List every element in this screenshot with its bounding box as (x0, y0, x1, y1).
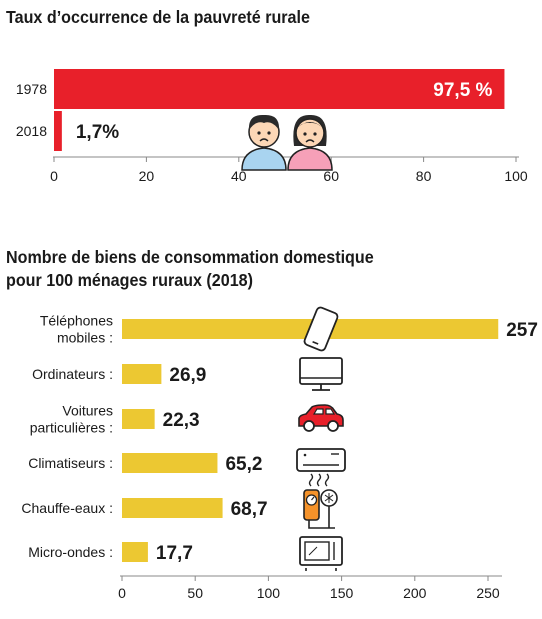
poverty-x-tick-label: 20 (139, 168, 155, 184)
chart2-title-line-2: pour 100 ménages ruraux (2018) (6, 270, 253, 290)
computer-icon (299, 357, 343, 391)
goods-bar (122, 498, 223, 518)
chart2-title-line-1: Nombre de biens de consommation domestiq… (6, 247, 374, 267)
poverty-category-label: 1978 (16, 81, 47, 97)
poverty-bar-1978 (54, 69, 505, 109)
car-icon (298, 404, 344, 432)
poverty-x-tick-label: 80 (416, 168, 432, 184)
goods-category-label: Chauffe-eaux : (21, 500, 113, 516)
goods-bar (122, 409, 155, 429)
goods-x-tick-label: 100 (257, 585, 281, 601)
goods-x-tick-label: 0 (118, 585, 126, 601)
poverty-category-label: 2018 (16, 123, 47, 139)
goods-category-label: Ordinateurs : (32, 366, 113, 382)
goods-category-label: particulières : (30, 420, 113, 436)
goods-category-label: Micro-ondes : (28, 544, 113, 560)
goods-bar (122, 453, 218, 473)
goods-x-tick-label: 50 (187, 585, 203, 601)
goods-x-tick-label: 250 (476, 585, 500, 601)
goods-category-label: Téléphones (40, 313, 113, 329)
goods-category-label: Climatiseurs : (28, 455, 113, 471)
goods-bar (122, 364, 162, 384)
goods-value-label: 65,2 (225, 454, 262, 475)
chart1-title: Taux d’occurrence de la pauvreté rurale (6, 7, 310, 27)
mobile-phone-icon (303, 306, 339, 352)
goods-value-label: 26,9 (169, 365, 206, 386)
poverty-value-label: 97,5 % (433, 80, 492, 101)
goods-x-tick-label: 150 (330, 585, 354, 601)
microwave-icon (299, 536, 343, 571)
goods-value-label: 17,7 (156, 543, 193, 564)
goods-bar (122, 542, 148, 562)
poverty-value-label: 1,7% (76, 122, 119, 143)
poverty-x-tick-label: 60 (323, 168, 339, 184)
poverty-x-tick-label: 0 (50, 168, 58, 184)
goods-value-label: 22,3 (163, 410, 200, 431)
goods-value-label: 68,7 (231, 499, 268, 520)
poverty-x-tick-label: 100 (504, 168, 528, 184)
poverty-x-tick-label: 40 (231, 168, 247, 184)
goods-x-tick-label: 200 (403, 585, 427, 601)
air-conditioner-icon (296, 448, 346, 487)
sad-couple-icon (241, 114, 333, 171)
goods-category-label: Voitures (62, 403, 113, 419)
goods-category-label: mobiles : (57, 330, 113, 346)
goods-value-label: 257 (506, 320, 538, 341)
water-heater-icon (303, 489, 338, 529)
poverty-bar-2018 (54, 111, 62, 151)
